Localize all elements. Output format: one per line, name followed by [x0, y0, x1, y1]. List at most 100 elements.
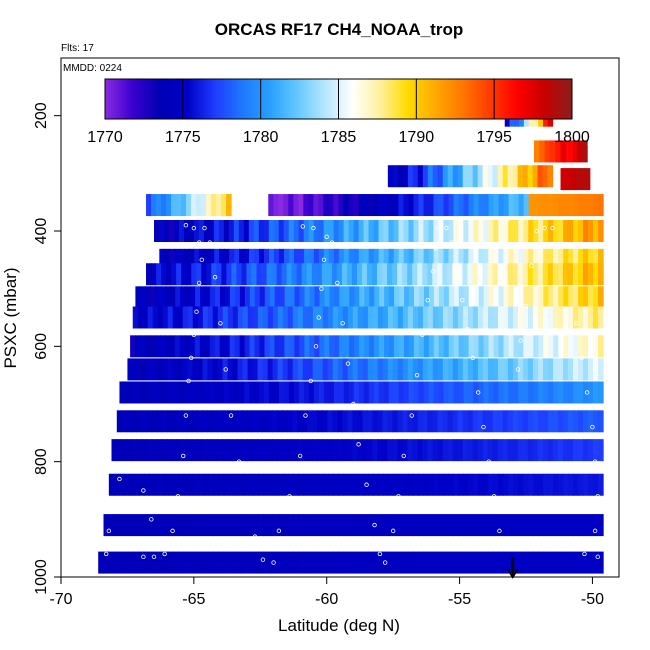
heatmap-cell — [129, 381, 136, 404]
heatmap-cell — [167, 358, 174, 381]
heatmap-cell — [562, 263, 569, 286]
heatmap-cell — [264, 286, 271, 309]
heatmap-band — [111, 439, 604, 462]
heatmap-cell — [126, 439, 133, 462]
heatmap-cell — [262, 358, 269, 381]
heatmap-cell — [453, 286, 460, 309]
heatmap-cell — [288, 514, 294, 537]
heatmap-cell — [533, 220, 539, 242]
heatmap-cell — [478, 335, 485, 358]
heatmap-cell — [388, 514, 394, 537]
heatmap-cell — [352, 439, 358, 462]
heatmap-cell — [552, 358, 559, 381]
heatmap-cell — [224, 335, 231, 358]
heatmap-cell — [523, 381, 529, 404]
heatmap-cell — [188, 220, 195, 242]
heatmap-cell — [572, 439, 579, 462]
heatmap-cell — [213, 551, 219, 574]
heatmap-cell — [121, 410, 128, 433]
heatmap-cell — [379, 335, 385, 358]
heatmap-cell — [292, 306, 299, 329]
heatmap-cell — [348, 220, 355, 242]
heatmap-cell — [483, 551, 489, 574]
heatmap-cell — [150, 286, 156, 309]
heatmap-cell — [226, 194, 232, 217]
heatmap-cell — [348, 473, 355, 496]
y-tick-label: 1000 — [33, 559, 50, 595]
heatmap-cell — [164, 335, 171, 358]
heatmap-cell — [388, 194, 395, 217]
heatmap-cell — [448, 381, 455, 404]
heatmap-cell — [284, 286, 291, 309]
heatmap-cell — [457, 439, 464, 462]
colorbar-ticks: 1770 1775 1780 1785 1790 1795 1800 — [87, 79, 590, 146]
heatmap-cell — [544, 140, 551, 163]
heatmap-cell — [181, 194, 187, 217]
heatmap-cell — [247, 410, 253, 433]
heatmap-cell — [242, 358, 249, 381]
flight-track-point — [356, 442, 361, 447]
flight-track-point — [149, 517, 154, 522]
heatmap-cell — [583, 473, 589, 496]
heatmap-band — [130, 335, 604, 358]
heatmap-cell — [487, 165, 494, 188]
heatmap-cell — [423, 381, 430, 404]
heatmap-cell — [404, 286, 410, 309]
heatmap-cell — [128, 514, 135, 537]
flight-track-point — [465, 326, 470, 332]
heatmap-cell — [219, 248, 225, 271]
heatmap-cell — [593, 306, 599, 329]
heatmap-cell — [209, 381, 215, 404]
heatmap-cell — [533, 514, 539, 537]
heatmap-cell — [373, 194, 380, 217]
heatmap-cell — [397, 263, 403, 286]
heatmap-cell — [373, 220, 380, 242]
heatmap-cell — [202, 306, 209, 329]
colorbar-tick-label: 1780 — [243, 129, 279, 146]
heatmap-cell — [239, 248, 245, 271]
heatmap-cell — [558, 248, 564, 271]
heatmap-cell — [578, 248, 584, 271]
heatmap-cell — [593, 514, 599, 537]
flight-track-point — [300, 224, 305, 229]
flight-track-point — [584, 390, 590, 395]
heatmap-cell — [191, 410, 198, 433]
heatmap-band — [159, 248, 604, 271]
flight-track-point — [183, 223, 189, 228]
heatmap-cell — [568, 220, 574, 242]
heatmap-cell — [353, 381, 360, 404]
heatmap-cell — [218, 514, 225, 537]
flight-track-point — [311, 225, 316, 231]
heatmap-cell — [206, 194, 212, 217]
heatmap-cell — [327, 358, 334, 381]
heatmap-cell — [138, 514, 145, 537]
heatmap-cell — [198, 551, 204, 574]
heatmap-cell — [157, 306, 164, 329]
heatmap-cell — [593, 358, 599, 381]
heatmap-cell — [528, 335, 534, 358]
heatmap-cell — [349, 286, 355, 309]
heatmap-cell — [583, 306, 589, 329]
heatmap-cell — [473, 551, 479, 574]
heatmap-cell — [388, 220, 395, 242]
heatmap-cell — [413, 473, 419, 496]
heatmap-cell — [378, 194, 385, 217]
heatmap-cell — [447, 165, 454, 188]
plot-frame — [60, 57, 620, 578]
heatmap-cell — [156, 439, 163, 462]
heatmap-cell — [513, 514, 519, 537]
heatmap-cell — [508, 194, 515, 217]
heatmap-cell — [538, 220, 544, 242]
heatmap-cell — [189, 335, 196, 358]
heatmap-cell — [402, 439, 409, 462]
heatmap-cell — [197, 306, 204, 329]
heatmap-cell — [188, 514, 195, 537]
heatmap-cell — [418, 551, 424, 574]
heatmap-cell — [146, 194, 152, 217]
heatmap-cell — [162, 358, 169, 381]
heatmap-cell — [437, 306, 444, 329]
heatmap-cell — [293, 514, 299, 537]
heatmap-cell — [382, 439, 388, 462]
heatmap-cell — [588, 410, 594, 433]
heatmap-cell — [343, 514, 349, 537]
